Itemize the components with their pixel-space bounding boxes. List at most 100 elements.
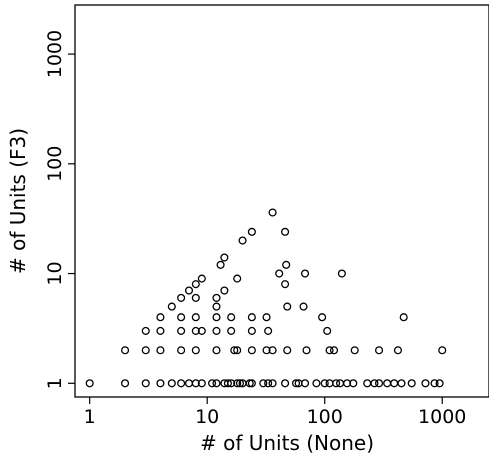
data-point [247,227,256,236]
data-point [268,346,277,355]
data-point [302,346,311,355]
data-point [375,379,384,388]
data-point [235,379,245,388]
data-point [191,346,200,355]
data-point [177,379,186,388]
data-point [191,280,200,289]
data-point [268,208,277,217]
data-point [397,379,406,388]
data-point [282,260,291,269]
data-point [212,313,221,322]
data-point [430,379,439,388]
data-point [177,326,186,335]
data-point [337,269,346,278]
data-point [435,379,444,388]
data-point [191,326,200,335]
data-point [281,280,290,289]
data-point [332,379,341,388]
data-point [325,346,334,355]
data-point [349,379,358,388]
data-point [300,269,310,278]
y-tick-label: 1000 [44,30,66,78]
data-point [212,379,221,388]
data-point [156,313,165,322]
x-tick-label: 100 [307,406,343,428]
data-point [230,346,239,355]
data-points [85,208,447,388]
data-point [247,313,256,322]
data-point [167,379,176,388]
data-point [312,379,321,388]
data-point [167,302,176,311]
data-point [283,302,292,311]
data-point [121,379,130,388]
data-point [212,293,221,302]
y-tick-label: 100 [44,146,66,182]
data-point [177,313,186,322]
data-point [247,379,256,388]
data-point [212,302,221,311]
data-point [329,346,339,355]
y-tick-label: 10 [44,261,66,285]
data-point [184,286,194,295]
data-point [223,379,232,388]
data-point [220,253,229,262]
data-point [325,379,334,388]
y-tick-label: 1 [44,377,66,389]
data-point [390,379,399,388]
data-point [208,379,217,388]
data-point [85,379,94,388]
data-point [383,379,392,388]
data-point [156,326,165,335]
data-point [238,236,247,245]
data-point [438,346,447,355]
data-point [197,379,206,388]
data-point [191,313,200,322]
data-point [177,346,186,355]
data-point [233,274,242,283]
data-point [350,346,359,355]
data-point [320,379,329,388]
data-point [197,274,206,283]
data-point [177,293,186,302]
y-axis-label: # of Units (F3) [6,128,30,274]
data-point [300,379,310,388]
data-point [259,379,268,388]
data-point [191,293,200,302]
data-point [318,313,327,322]
data-point [227,313,236,322]
data-point [299,302,308,311]
x-tick-label: 10 [195,406,219,428]
data-point [375,346,384,355]
data-point [393,346,403,355]
data-point [363,379,372,388]
plot-frame [74,4,489,398]
data-point [227,326,236,335]
data-point [191,379,200,388]
data-point [370,379,379,388]
data-point [184,379,194,388]
data-point [233,346,242,355]
data-point [247,346,256,355]
data-point [227,379,236,388]
data-point [399,313,408,322]
data-point [212,326,221,335]
data-point [291,379,301,388]
data-point [262,346,271,355]
data-point [197,326,206,335]
data-point [323,326,332,335]
data-point [233,379,242,388]
data-point [247,326,256,335]
data-point [262,313,271,322]
data-point [264,326,273,335]
data-point [281,379,290,388]
data-point [275,269,284,278]
y-axis-ticks: 1 10 100 1000 [44,30,75,389]
x-tick-label: 1 [84,406,96,428]
data-point [216,260,225,269]
data-point [156,346,165,355]
x-tick-label: 1000 [418,406,466,428]
data-point [407,379,416,388]
data-point [283,346,292,355]
